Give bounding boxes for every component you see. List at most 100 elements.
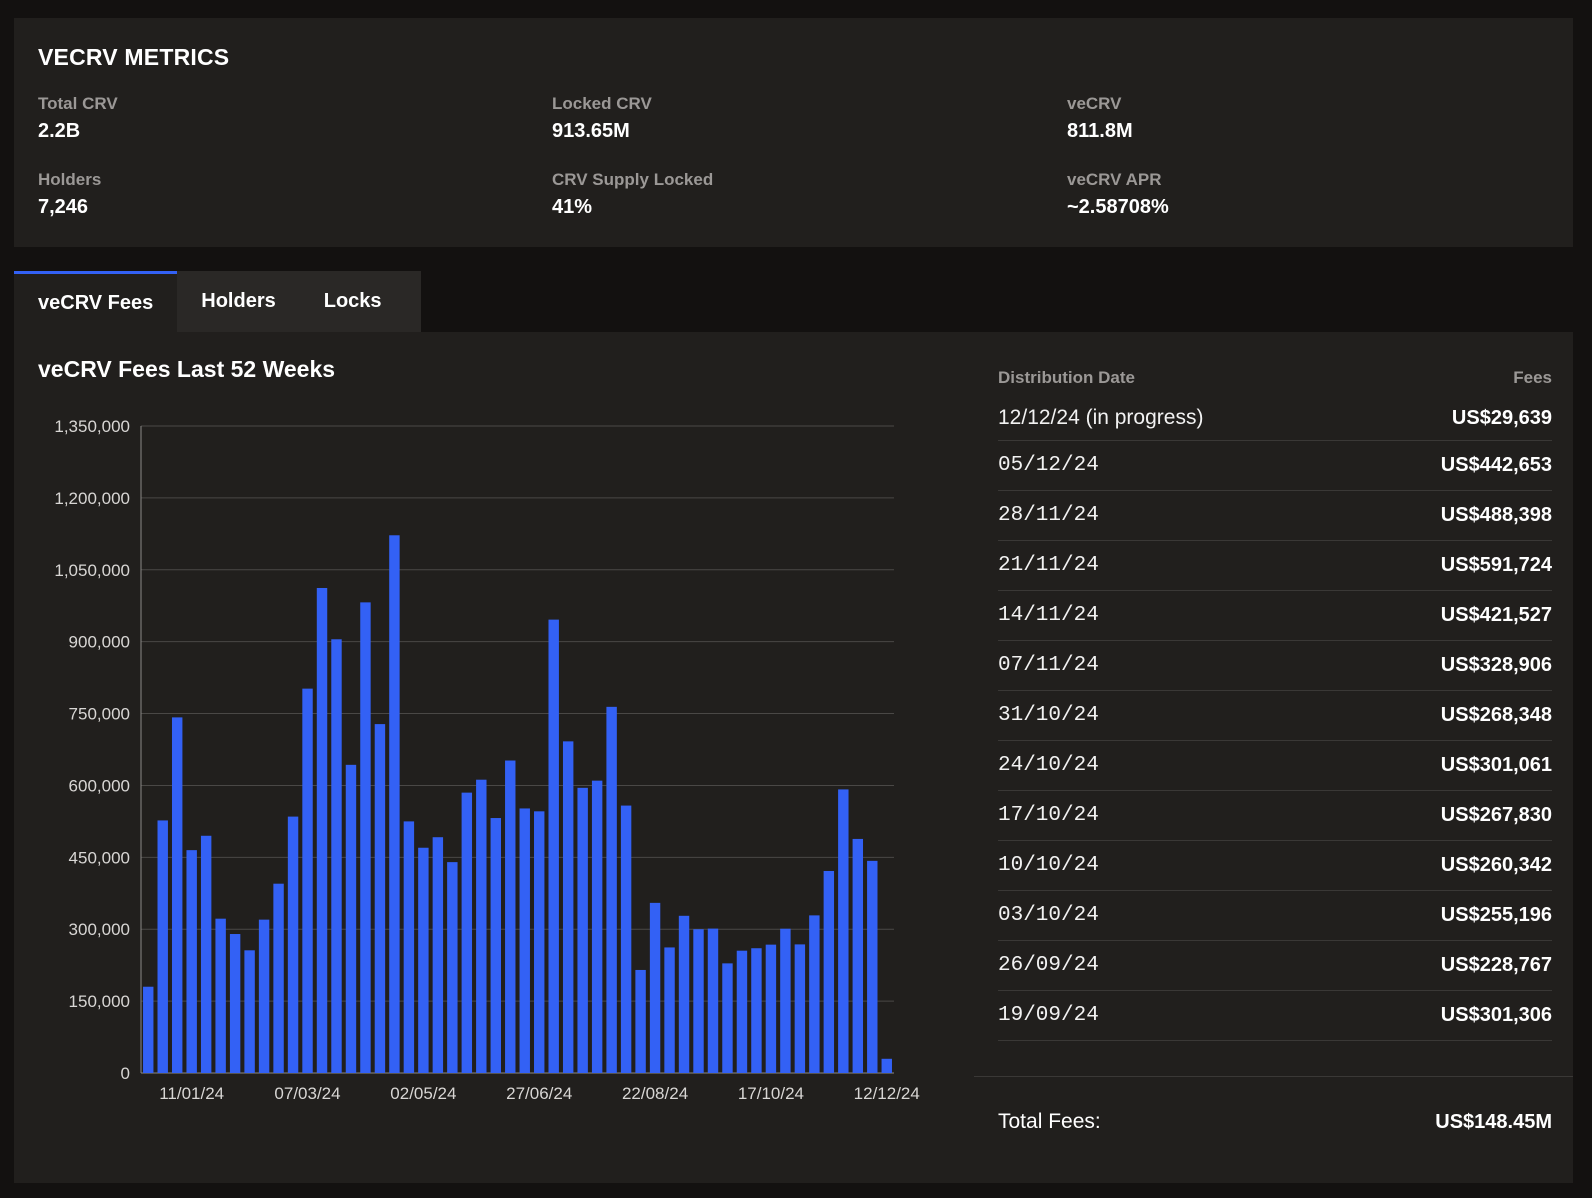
x-tick-label: 02/05/24 xyxy=(390,1084,456,1103)
row-date: 05/12/24 xyxy=(998,454,1099,477)
row-date: 21/11/24 xyxy=(998,554,1099,577)
bar xyxy=(765,944,777,1073)
bar xyxy=(635,969,646,1073)
table-row: 03/10/24 US$255,196 xyxy=(998,891,1552,941)
metric-total-crv: Total CRV 2.2B xyxy=(38,94,118,143)
y-tick-label: 900,000 xyxy=(69,633,130,652)
x-tick-label: 07/03/24 xyxy=(274,1084,340,1103)
row-date: 19/09/24 xyxy=(998,1004,1099,1027)
x-tick-label: 22/08/24 xyxy=(622,1084,688,1103)
bar xyxy=(809,915,820,1073)
metric-label: CRV Supply Locked xyxy=(552,170,714,189)
bar xyxy=(476,779,487,1073)
y-tick-label: 750,000 xyxy=(69,705,130,724)
tab-holders[interactable]: Holders xyxy=(201,290,276,312)
tab-locks[interactable]: Locks xyxy=(323,290,382,312)
bar xyxy=(664,947,675,1073)
y-tick-label: 1,050,000 xyxy=(54,561,130,580)
divider xyxy=(974,1076,1573,1077)
metric-crv-supply-locked: CRV Supply Locked 41% xyxy=(552,170,713,219)
row-fee: US$328,906 xyxy=(1440,654,1552,676)
row-date: 28/11/24 xyxy=(998,504,1099,527)
y-tick-label: 1,200,000 xyxy=(54,489,130,508)
row-date: 12/12/24 (in progress) xyxy=(998,406,1204,429)
total-fees-row: Total Fees: US$148.45M xyxy=(998,1110,1552,1134)
y-tick-label: 300,000 xyxy=(69,920,130,939)
bar xyxy=(461,792,473,1073)
bar xyxy=(562,741,574,1073)
bar xyxy=(707,928,719,1073)
bar xyxy=(548,619,559,1073)
metrics-panel: VECRV METRICS Total CRV 2.2B Locked CRV … xyxy=(14,18,1573,247)
row-date: 10/10/24 xyxy=(998,854,1099,877)
bar xyxy=(273,883,284,1073)
metric-value: ~2.58708% xyxy=(1067,196,1169,218)
bar xyxy=(244,950,255,1073)
row-fee: US$267,830 xyxy=(1440,804,1552,826)
table-row: 21/11/24 US$591,724 xyxy=(998,541,1552,591)
row-fee: US$421,527 xyxy=(1440,604,1552,626)
tab-bar: veCRV Fees Holders Locks xyxy=(14,271,421,332)
metric-label: Holders xyxy=(38,170,102,189)
table-row: 17/10/24 US$267,830 xyxy=(998,791,1552,841)
metric-label: Total CRV xyxy=(38,94,118,113)
row-date: 26/09/24 xyxy=(998,954,1099,977)
x-tick-label: 11/01/24 xyxy=(159,1084,224,1103)
table-row: 14/11/24 US$421,527 xyxy=(998,591,1552,641)
metric-locked-crv: Locked CRV 913.65M xyxy=(552,94,652,143)
fees-table: 12/12/24 (in progress) US$29,639 05/12/24 U… xyxy=(998,396,1552,1041)
bar xyxy=(852,838,864,1073)
bar xyxy=(389,535,400,1073)
bar xyxy=(751,948,762,1073)
metric-value: 7,246 xyxy=(38,196,89,218)
bar xyxy=(157,820,168,1073)
metrics-title: VECRV METRICS xyxy=(38,44,230,70)
bar xyxy=(722,963,733,1073)
x-tick-label: 27/06/24 xyxy=(506,1084,572,1103)
metric-value: 913.65M xyxy=(552,120,630,142)
bar xyxy=(519,808,530,1073)
bar xyxy=(577,787,588,1073)
total-fees-label: Total Fees: xyxy=(998,1110,1101,1133)
table-header: Distribution Date Fees xyxy=(998,368,1552,388)
bar xyxy=(447,862,458,1073)
row-date: 03/10/24 xyxy=(998,904,1099,927)
bar xyxy=(143,986,154,1073)
bar xyxy=(316,587,328,1073)
bar xyxy=(432,837,444,1073)
fees-panel: veCRV Fees Last 52 Weeks 0 150,000 300,000… xyxy=(14,332,1573,1183)
row-fee: US$442,653 xyxy=(1440,454,1552,476)
bar xyxy=(331,639,342,1073)
bar xyxy=(200,835,212,1073)
metric-label: Locked CRV xyxy=(552,94,652,113)
column-header-date: Distribution Date xyxy=(998,368,1135,387)
table-row: 19/09/24 US$301,306 xyxy=(998,991,1552,1041)
bar xyxy=(678,915,690,1073)
y-tick-label: 1,350,000 xyxy=(54,417,130,436)
row-date: 14/11/24 xyxy=(998,604,1099,627)
y-tick-label: 0 xyxy=(121,1064,130,1083)
bar xyxy=(823,870,835,1073)
row-date: 24/10/24 xyxy=(998,754,1099,777)
bar xyxy=(374,724,386,1073)
bar xyxy=(780,928,791,1073)
metric-value: 41% xyxy=(552,196,593,218)
table-row: 10/10/24 US$260,342 xyxy=(998,841,1552,891)
table-row: 31/10/24 US$268,348 xyxy=(998,691,1552,741)
metric-label: veCRV APR xyxy=(1067,170,1162,189)
bar xyxy=(794,944,806,1073)
metric-vecrv: veCRV 811.8M xyxy=(1067,94,1133,143)
bar xyxy=(606,706,617,1073)
bar xyxy=(258,919,270,1073)
bar xyxy=(403,821,415,1073)
total-fees-value: US$148.45M xyxy=(1435,1110,1552,1133)
bar xyxy=(360,602,371,1073)
y-tick-label: 600,000 xyxy=(69,776,130,795)
row-date: 17/10/24 xyxy=(998,804,1099,827)
table-row: 26/09/24 US$228,767 xyxy=(998,941,1552,991)
tab-vecrv-fees[interactable]: veCRV Fees xyxy=(14,271,178,332)
metric-label: veCRV xyxy=(1067,94,1122,113)
metric-holders: Holders 7,246 xyxy=(38,170,101,219)
bar xyxy=(649,902,661,1073)
bar xyxy=(693,929,704,1073)
